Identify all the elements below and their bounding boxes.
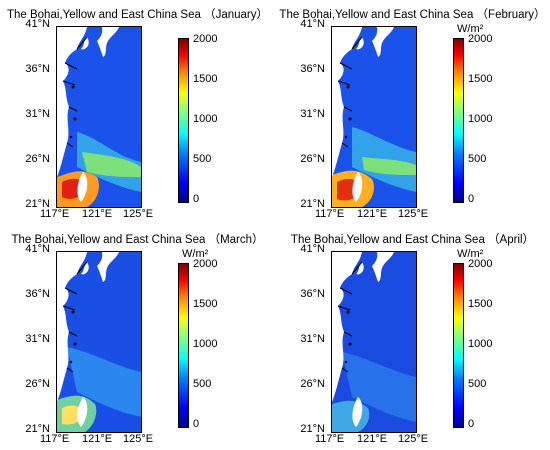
colorbar-unit: W/m² xyxy=(182,248,209,260)
x-tick-125e: 125°E xyxy=(398,208,429,220)
y-tick-21n: 21°N xyxy=(300,198,325,210)
y-tick-41n: 41°N xyxy=(25,243,50,255)
y-tick-26n: 26°N xyxy=(300,378,325,390)
x-tick-117e: 117°E xyxy=(40,433,70,445)
energy-field-map xyxy=(57,252,141,432)
colorbar-tick-1000: 1000 xyxy=(193,338,218,350)
map-frame xyxy=(56,251,142,433)
colorbar-tick-500: 500 xyxy=(468,378,487,390)
panel-title: The Bohai,Yellow and East China Sea （Jan… xyxy=(6,9,269,21)
x-tick-121e: 121°E xyxy=(357,208,388,220)
colorbar-unit: W/m² xyxy=(457,23,484,35)
map-panel-january: The Bohai,Yellow and East China Sea （Jan… xyxy=(0,0,275,225)
colorbar-unit: W/m² xyxy=(457,248,484,260)
map-panel-february: The Bohai,Yellow and East China Sea （Feb… xyxy=(275,0,550,225)
energy-field-map xyxy=(57,27,141,207)
x-tick-117e: 117°E xyxy=(40,208,70,220)
y-tick-26n: 26°N xyxy=(300,153,325,165)
x-tick-121e: 121°E xyxy=(82,433,113,445)
map-frame xyxy=(331,26,417,208)
x-tick-125e: 125°E xyxy=(123,208,154,220)
energy-field-map xyxy=(332,252,416,432)
map-frame xyxy=(56,26,142,208)
colorbar-tick-500: 500 xyxy=(468,153,487,165)
map-panel-march: The Bohai,Yellow and East China Sea （Mar… xyxy=(0,225,275,450)
colorbar-tick-2000: 2000 xyxy=(193,258,218,270)
y-tick-41n: 41°N xyxy=(25,18,50,30)
y-tick-36n: 36°N xyxy=(25,63,50,75)
y-tick-36n: 36°N xyxy=(25,288,50,300)
colorbar xyxy=(453,38,464,203)
colorbar-tick-2000: 2000 xyxy=(468,33,493,45)
colorbar-tick-2000: 2000 xyxy=(468,258,493,270)
y-tick-31n: 31°N xyxy=(300,333,325,345)
colorbar-tick-0: 0 xyxy=(193,193,200,205)
colorbar xyxy=(178,38,189,203)
y-tick-41n: 41°N xyxy=(300,243,325,255)
map-frame xyxy=(331,251,417,433)
colorbar-tick-1000: 1000 xyxy=(468,338,493,350)
x-tick-117e: 117°E xyxy=(315,208,345,220)
colorbar-tick-1000: 1000 xyxy=(193,113,218,125)
panel-title: The Bohai,Yellow and East China Sea （Apr… xyxy=(290,234,535,246)
colorbar-tick-1000: 1000 xyxy=(468,113,493,125)
x-tick-117e: 117°E xyxy=(315,433,345,445)
y-tick-41n: 41°N xyxy=(300,18,325,30)
colorbar-tick-0: 0 xyxy=(193,418,200,430)
x-tick-125e: 125°E xyxy=(398,433,429,445)
colorbar-tick-1500: 1500 xyxy=(468,298,493,310)
colorbar-tick-500: 500 xyxy=(193,153,212,165)
y-tick-36n: 36°N xyxy=(300,288,325,300)
colorbar xyxy=(178,263,189,428)
y-tick-21n: 21°N xyxy=(25,423,50,435)
y-tick-31n: 31°N xyxy=(300,108,325,120)
y-tick-31n: 31°N xyxy=(25,333,50,345)
panel-title: The Bohai,Yellow and East China Sea （Feb… xyxy=(279,9,546,21)
map-panel-april: The Bohai,Yellow and East China Sea （Apr… xyxy=(275,225,550,450)
y-tick-31n: 31°N xyxy=(25,108,50,120)
colorbar-tick-1500: 1500 xyxy=(468,73,493,85)
colorbar-tick-1500: 1500 xyxy=(193,73,218,85)
colorbar-tick-0: 0 xyxy=(468,193,475,205)
colorbar-tick-0: 0 xyxy=(468,418,475,430)
colorbar-tick-1500: 1500 xyxy=(193,298,218,310)
colorbar xyxy=(453,263,464,428)
energy-field-map xyxy=(332,27,416,207)
y-tick-26n: 26°N xyxy=(25,378,50,390)
y-tick-21n: 21°N xyxy=(25,198,50,210)
panel-title: The Bohai,Yellow and East China Sea （Mar… xyxy=(11,234,264,246)
y-tick-36n: 36°N xyxy=(300,63,325,75)
colorbar-tick-2000: 2000 xyxy=(193,33,218,45)
x-tick-125e: 125°E xyxy=(123,433,154,445)
y-tick-21n: 21°N xyxy=(300,423,325,435)
x-tick-121e: 121°E xyxy=(82,208,113,220)
colorbar-tick-500: 500 xyxy=(193,378,212,390)
y-tick-26n: 26°N xyxy=(25,153,50,165)
x-tick-121e: 121°E xyxy=(357,433,388,445)
